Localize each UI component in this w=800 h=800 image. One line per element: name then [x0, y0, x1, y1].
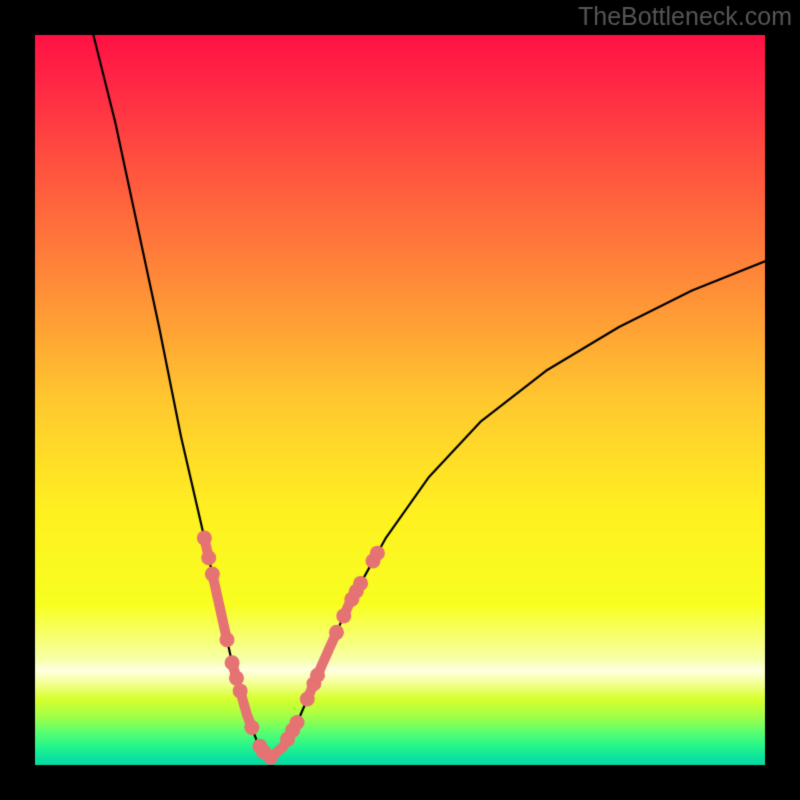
bottleneck-chart-canvas	[0, 0, 800, 800]
